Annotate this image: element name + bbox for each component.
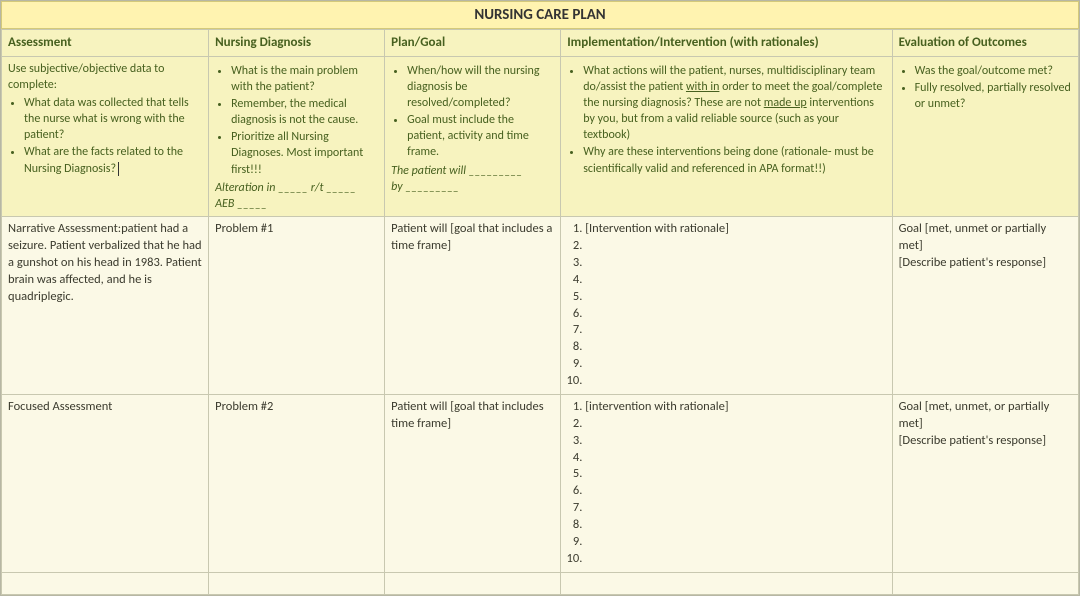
- eval-line1: Goal [met, unmet or partially met]: [899, 221, 1072, 255]
- impl-item: [Intervention with rationale]: [585, 221, 885, 238]
- empty-cell: [2, 572, 209, 594]
- cell-plan-2: Patient will [goal that includes time fr…: [385, 394, 561, 572]
- guide-eval-b1: Was the goal/outcome met?: [915, 63, 1072, 79]
- col-assessment: Assessment: [2, 30, 209, 57]
- guide-diagnosis: What is the main problem with the patien…: [209, 56, 385, 217]
- impl-item: [intervention with rationale]: [585, 399, 885, 416]
- impl-item: [585, 272, 885, 289]
- cell-eval-1: Goal [met, unmet or partially met] [Desc…: [892, 217, 1078, 395]
- impl-item: [585, 517, 885, 534]
- guidance-row: Use subjective/objective data to complet…: [2, 56, 1079, 217]
- impl-item: [585, 238, 885, 255]
- guide-impl-b2: Why are these interventions being done (…: [583, 144, 885, 176]
- text-cursor-icon: [118, 162, 119, 176]
- empty-cell: [385, 572, 561, 594]
- guide-impl-b1: What actions will the patient, nurses, m…: [583, 63, 885, 144]
- eval-line1: Goal [met, unmet, or partially met]: [899, 399, 1072, 433]
- cell-impl-1: [Intervention with rationale]: [561, 217, 892, 395]
- empty-cell: [561, 572, 892, 594]
- guide-plan-b1: When/how will the nursing diagnosis be r…: [407, 63, 554, 112]
- cell-plan-1: Patient will [goal that includes a time …: [385, 217, 561, 395]
- col-implementation: Implementation/Intervention (with ration…: [561, 30, 892, 57]
- empty-cell: [892, 572, 1078, 594]
- impl-item: [585, 289, 885, 306]
- guide-diagnosis-fill2: AEB _____: [215, 196, 378, 212]
- guide-assessment-intro: Use subjective/objective data to complet…: [8, 62, 164, 92]
- cell-diagnosis-1: Problem #1: [209, 217, 385, 395]
- table-row: Narrative Assessment:patient had a seizu…: [2, 217, 1079, 395]
- eval-line2: [Describe patient's response]: [899, 255, 1072, 272]
- table-row-empty: [2, 572, 1079, 594]
- cell-assessment-1: Narrative Assessment:patient had a seizu…: [2, 217, 209, 395]
- col-plan: Plan/Goal: [385, 30, 561, 57]
- cell-assessment-2: Focused Assessment: [2, 394, 209, 572]
- impl-item: [585, 534, 885, 551]
- impl-item: [585, 466, 885, 483]
- eval-line2: [Describe patient's response]: [899, 433, 1072, 450]
- guide-diagnosis-b2: Remember, the medical diagnosis is not t…: [231, 96, 378, 128]
- impl-item: [585, 433, 885, 450]
- impl-item: [585, 255, 885, 272]
- guide-plan-fill1: The patient will _________: [391, 163, 554, 179]
- guide-eval-b2: Fully resolved, partially resolved or un…: [915, 80, 1072, 112]
- guide-plan-fill2: by _________: [391, 179, 554, 195]
- guide-assessment-b2: What are the facts related to the Nursin…: [24, 144, 202, 176]
- guide-plan: When/how will the nursing diagnosis be r…: [385, 56, 561, 217]
- care-plan-sheet: NURSING CARE PLAN Assessment Nursing Dia…: [0, 0, 1080, 596]
- impl-item: [585, 339, 885, 356]
- sheet-title: NURSING CARE PLAN: [1, 1, 1079, 29]
- col-diagnosis: Nursing Diagnosis: [209, 30, 385, 57]
- guide-implementation: What actions will the patient, nurses, m…: [561, 56, 892, 217]
- impl-item: [585, 373, 885, 390]
- header-row: Assessment Nursing Diagnosis Plan/Goal I…: [2, 30, 1079, 57]
- impl-item: [585, 500, 885, 517]
- cell-eval-2: Goal [met, unmet, or partially met] [Des…: [892, 394, 1078, 572]
- table-row: Focused Assessment Problem #2 Patient wi…: [2, 394, 1079, 572]
- cell-diagnosis-2: Problem #2: [209, 394, 385, 572]
- impl-item: [585, 322, 885, 339]
- cell-impl-2: [intervention with rationale]: [561, 394, 892, 572]
- guide-assessment-b1: What data was collected that tells the n…: [24, 95, 202, 144]
- guide-diagnosis-b1: What is the main problem with the patien…: [231, 63, 378, 95]
- care-plan-table: Assessment Nursing Diagnosis Plan/Goal I…: [1, 29, 1079, 595]
- impl-item: [585, 483, 885, 500]
- col-evaluation: Evaluation of Outcomes: [892, 30, 1078, 57]
- empty-cell: [209, 572, 385, 594]
- guide-assessment: Use subjective/objective data to complet…: [2, 56, 209, 217]
- impl-item: [585, 306, 885, 323]
- guide-diagnosis-b3: Prioritize all Nursing Diagnoses. Most i…: [231, 129, 378, 178]
- impl-item: [585, 416, 885, 433]
- impl-item: [585, 450, 885, 467]
- guide-diagnosis-fill1: Alteration in _____ r/t _____: [215, 180, 378, 196]
- guide-plan-b2: Goal must include the patient, activity …: [407, 112, 554, 161]
- impl-item: [585, 551, 885, 568]
- guide-evaluation: Was the goal/outcome met? Fully resolved…: [892, 56, 1078, 217]
- impl-item: [585, 356, 885, 373]
